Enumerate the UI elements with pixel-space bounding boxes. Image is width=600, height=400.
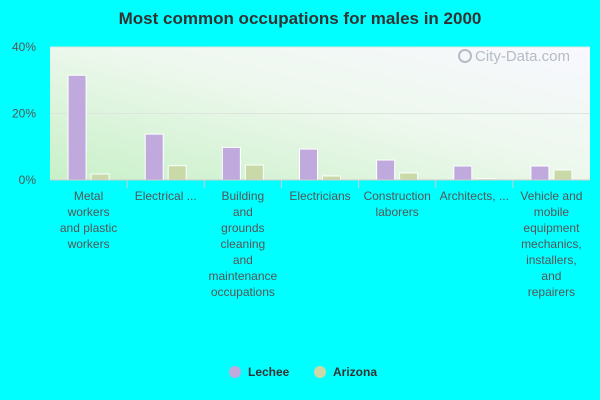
y-tick-label: 20%: [12, 107, 36, 121]
bar-lechee-0: [67, 74, 87, 181]
legend-label-lechee: Lechee: [248, 365, 290, 379]
bars: [67, 74, 573, 181]
bar-arizona-2: [244, 164, 264, 181]
legend-marker-arizona: [314, 366, 326, 378]
bar-arizona-3: [322, 175, 341, 181]
chart-title: Most common occupations for males in 200…: [119, 9, 482, 28]
bar-lechee-6: [530, 165, 550, 181]
bar-lechee-4: [376, 159, 396, 181]
watermark-text: City-Data.com: [475, 48, 570, 65]
category-label: Architects, ...: [440, 189, 509, 203]
grid-lines: [50, 46, 590, 114]
bar-lechee-2: [221, 146, 241, 181]
bar-lechee-1: [144, 133, 164, 181]
bar-arizona-0: [90, 173, 110, 181]
watermark: City-Data.com: [458, 48, 570, 65]
bar-lechee-5: [453, 165, 473, 181]
bar-arizona-6: [553, 169, 573, 181]
category-label: Construction laborers: [363, 189, 430, 219]
category-label: Electrical ...: [135, 189, 197, 203]
category-label: Electricians: [289, 189, 350, 203]
category-label: Vehicle and mobile equipment mechanics, inst…: [520, 189, 582, 299]
legend-label-arizona: Arizona: [333, 365, 377, 379]
legend-marker-lechee: [229, 366, 241, 378]
category-label: Building and grounds cleaning and maintenance…: [208, 189, 277, 299]
x-axis: Metal workers and plastic workers Electrical…: [50, 179, 590, 299]
y-axis: 0% 20% 40%: [12, 40, 36, 187]
legend: Lechee Arizona: [229, 365, 377, 379]
y-tick-label: 40%: [12, 40, 36, 54]
y-tick-label: 0%: [19, 173, 37, 187]
category-label: Metal workers and plastic workers: [60, 189, 117, 251]
bar-arizona-4: [399, 172, 419, 181]
bar-arizona-1: [167, 165, 187, 181]
bar-lechee-3: [299, 148, 318, 181]
